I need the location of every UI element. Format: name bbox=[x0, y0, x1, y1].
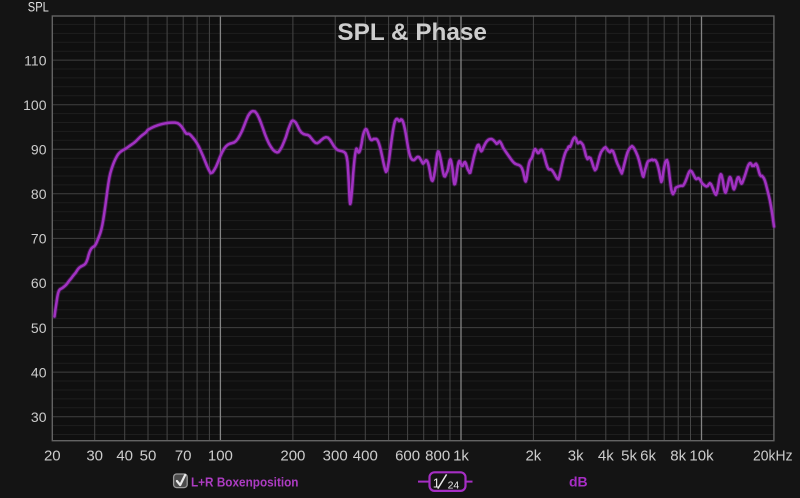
svg-text:30: 30 bbox=[86, 447, 103, 464]
svg-text:90: 90 bbox=[31, 141, 47, 157]
svg-text:SPL: SPL bbox=[28, 0, 49, 14]
svg-text:SPL & Phase: SPL & Phase bbox=[337, 19, 487, 46]
svg-text:50: 50 bbox=[31, 320, 47, 336]
svg-text:800: 800 bbox=[425, 447, 450, 464]
svg-text:20kHz: 20kHz bbox=[753, 447, 793, 464]
svg-text:8k: 8k bbox=[670, 447, 686, 464]
svg-text:20: 20 bbox=[44, 447, 61, 464]
svg-text:70: 70 bbox=[31, 231, 47, 247]
svg-text:60: 60 bbox=[31, 275, 47, 291]
svg-text:50: 50 bbox=[140, 447, 157, 464]
svg-text:5k: 5k bbox=[621, 447, 637, 464]
svg-text:100: 100 bbox=[208, 447, 233, 464]
svg-text:80: 80 bbox=[31, 186, 47, 202]
svg-text:6k: 6k bbox=[640, 447, 656, 464]
svg-text:30: 30 bbox=[31, 409, 47, 425]
svg-text:40: 40 bbox=[116, 447, 133, 464]
svg-text:24: 24 bbox=[448, 479, 460, 491]
svg-text:40: 40 bbox=[31, 364, 47, 380]
svg-text:1k: 1k bbox=[453, 447, 469, 464]
svg-text:400: 400 bbox=[353, 447, 378, 464]
svg-text:4k: 4k bbox=[598, 447, 614, 464]
svg-text:300: 300 bbox=[323, 447, 348, 464]
svg-text:10k: 10k bbox=[689, 447, 714, 464]
svg-text:1: 1 bbox=[433, 475, 440, 490]
svg-text:600: 600 bbox=[395, 447, 420, 464]
svg-text:100: 100 bbox=[23, 97, 47, 113]
svg-text:110: 110 bbox=[24, 52, 47, 68]
svg-text:200: 200 bbox=[280, 447, 305, 464]
svg-text:L+R Boxenposition: L+R Boxenposition bbox=[191, 475, 299, 490]
svg-text:dB: dB bbox=[569, 473, 588, 489]
svg-text:2k: 2k bbox=[525, 447, 541, 464]
svg-text:3k: 3k bbox=[568, 447, 584, 464]
svg-text:70: 70 bbox=[175, 447, 192, 464]
